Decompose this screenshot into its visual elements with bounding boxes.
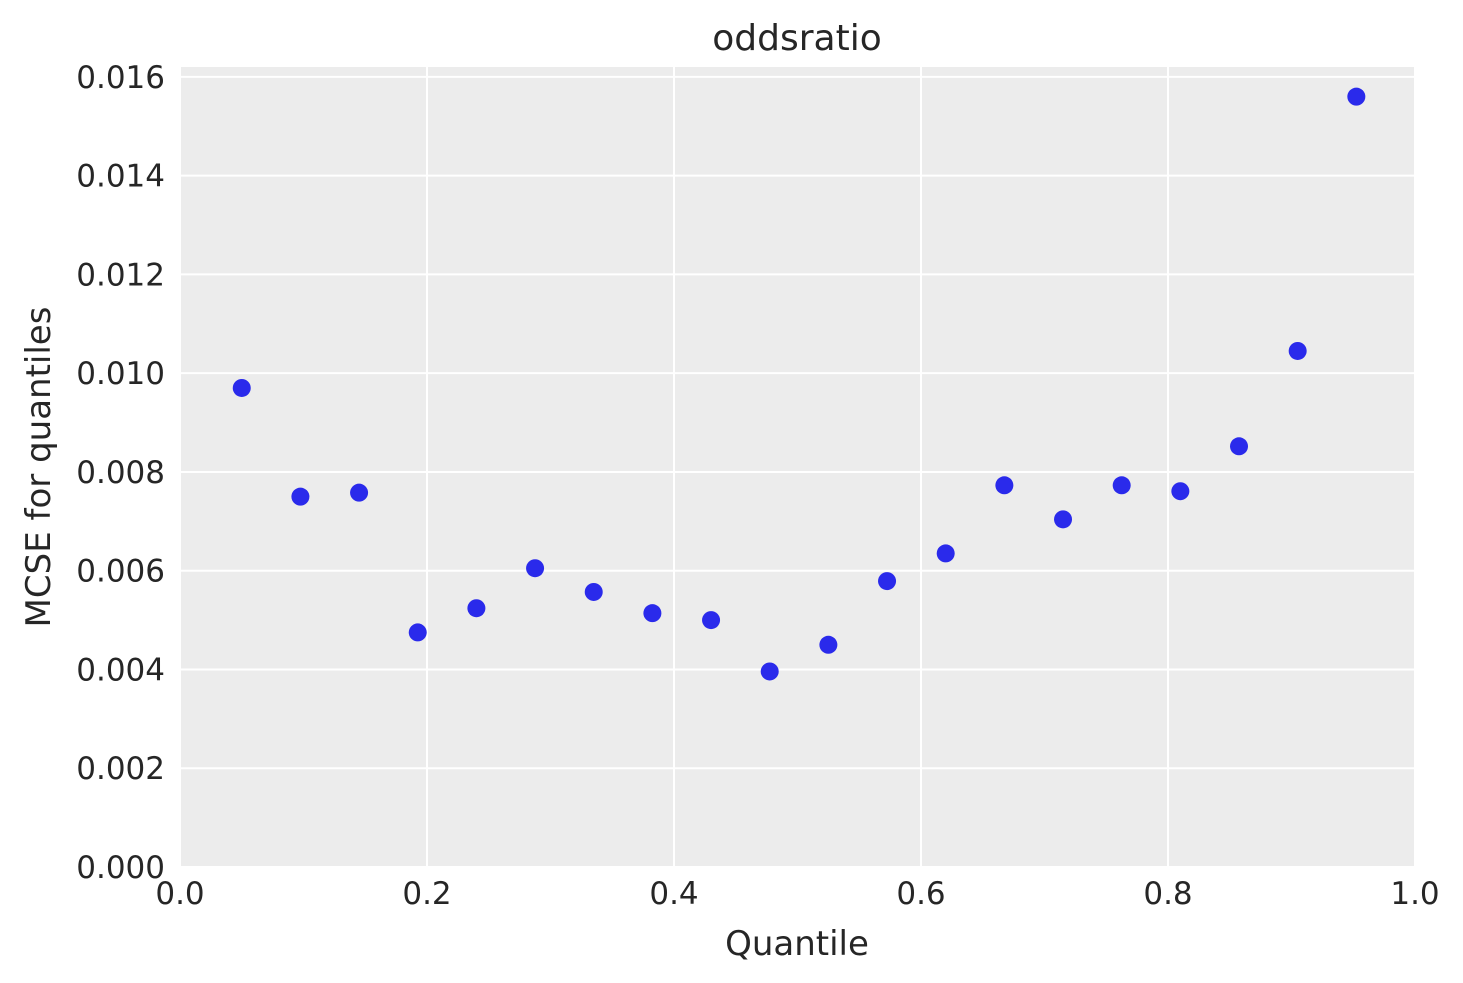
x-tick-labels: 0.0 0.2 0.4 0.6 0.8 1.0: [155, 876, 1439, 912]
data-point: [526, 559, 545, 578]
data-point: [232, 378, 251, 397]
data-point: [1288, 341, 1307, 360]
x-tick-label: 0.6: [896, 876, 945, 912]
chart-title: oddsratio: [712, 18, 882, 59]
y-tick-label: 0.010: [76, 356, 165, 392]
data-point: [1171, 482, 1190, 501]
data-point: [291, 487, 310, 506]
data-point: [408, 623, 427, 642]
data-point: [643, 604, 662, 623]
data-point: [702, 611, 721, 630]
x-tick-label: 0.2: [402, 876, 451, 912]
grid-lines: [179, 67, 1416, 868]
data-point: [1347, 87, 1366, 106]
y-tick-label: 0.012: [76, 257, 165, 293]
data-point: [1054, 510, 1073, 529]
data-point: [350, 483, 369, 502]
y-tick-labels: 0.000 0.002 0.004 0.006 0.008 0.010 0.012 0.014…: [76, 60, 165, 886]
data-point: [936, 544, 955, 563]
y-tick-label: 0.004: [76, 652, 165, 688]
y-axis-label: MCSE for quantiles: [19, 307, 59, 628]
data-point: [1230, 437, 1249, 456]
y-tick-label: 0.000: [76, 850, 165, 886]
x-tick-label: 0.0: [155, 876, 204, 912]
x-tick-label: 0.4: [649, 876, 698, 912]
x-axis-label: Quantile: [725, 924, 869, 964]
y-tick-label: 0.002: [76, 751, 165, 787]
data-point: [760, 662, 779, 681]
x-tick-label: 1.0: [1390, 876, 1439, 912]
data-point: [878, 572, 897, 591]
y-tick-label: 0.008: [76, 455, 165, 491]
y-tick-label: 0.006: [76, 554, 165, 590]
plot-background: [180, 67, 1415, 867]
data-point: [584, 582, 603, 601]
y-tick-label: 0.014: [76, 159, 165, 195]
data-point: [467, 599, 486, 618]
x-tick-label: 0.8: [1143, 876, 1192, 912]
data-point: [995, 476, 1014, 495]
data-point: [819, 635, 838, 654]
y-tick-label: 0.016: [76, 60, 165, 96]
data-point: [1112, 476, 1131, 495]
data-points: [232, 87, 1366, 681]
